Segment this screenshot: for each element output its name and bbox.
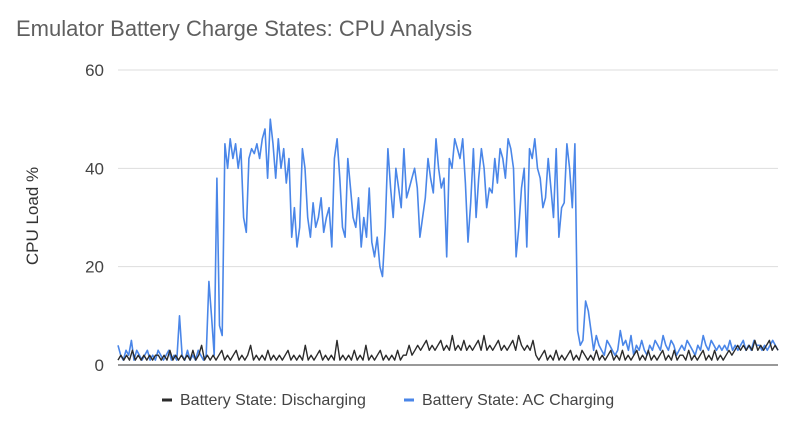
series-line-ac-charging [117,118,779,361]
legend: Battery State: Discharging Battery State:… [162,392,614,409]
y-tick-label: 20 [85,258,104,277]
y-tick-label: 60 [85,61,104,80]
legend-item-ac-charging: Battery State: AC Charging [404,392,614,409]
legend-label: Battery State: AC Charging [422,392,614,409]
series-layer [117,118,779,361]
series-line-discharging [117,334,779,361]
y-axis-label: CPU Load % [23,167,42,265]
tick-layer: 0 20 40 60 [85,61,104,375]
y-tick-label: 0 [95,356,104,375]
legend-label: Battery State: Discharging [180,392,366,409]
y-tick-label: 40 [85,159,104,178]
chart-title: Emulator Battery Charge States: CPU Anal… [16,16,473,41]
legend-item-discharging: Battery State: Discharging [162,392,366,409]
